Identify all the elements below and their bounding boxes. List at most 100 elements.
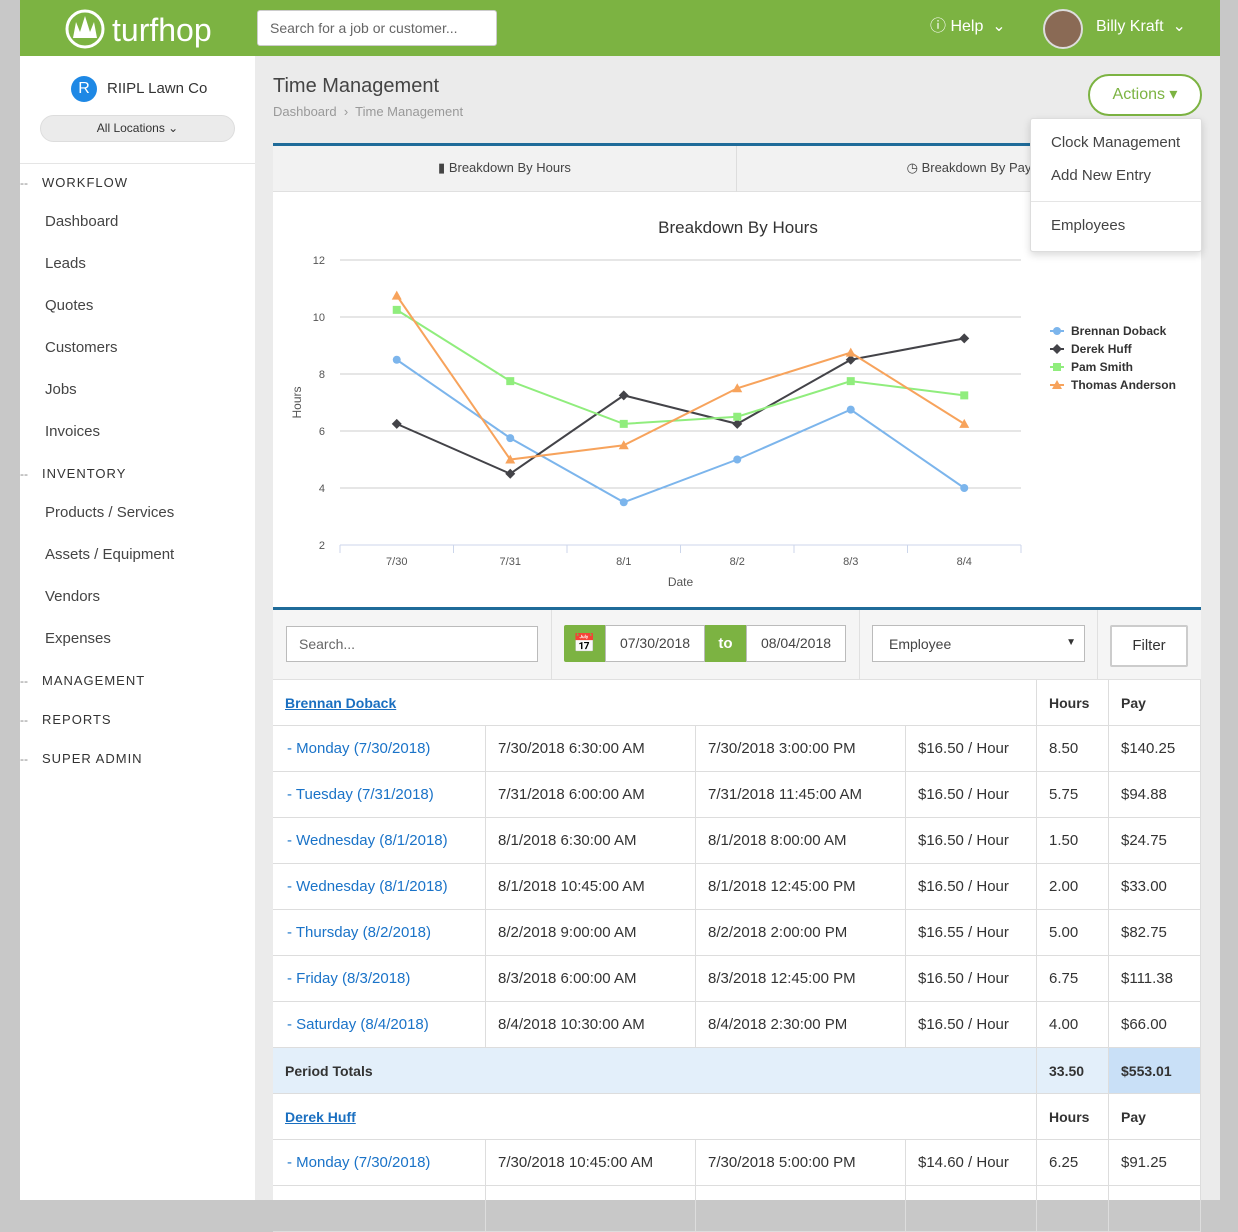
table-cell: 7/30/2018 6:30:00 AM [486,726,696,772]
day-link[interactable]: - Tuesday (7/31/2018) [287,785,434,805]
table-cell [1109,1186,1201,1232]
sidebar-item[interactable]: Leads [45,254,86,274]
avatar[interactable] [1043,9,1083,49]
employee-select[interactable]: Employee▼ [872,625,1085,662]
cell-text: 8/1/2018 8:00:00 AM [708,831,846,851]
totals-hours: 33.50 [1049,1061,1084,1081]
totals-label: Period Totals [285,1061,373,1081]
search-input[interactable]: Search... [286,626,538,662]
legend-marker [1052,344,1062,354]
table-cell: Hours [1037,1094,1109,1140]
calendar-icon[interactable]: 📅 [564,625,605,662]
table-cell: 8/3/2018 12:45:00 PM [696,956,906,1002]
breadcrumb-current: Time Management [355,104,463,119]
day-link[interactable]: - Saturday (8/4/2018) [287,1015,429,1035]
sidebar-item[interactable]: Invoices [45,422,100,442]
date-from[interactable]: 07/30/2018 [605,625,705,662]
time-table: Brennan DobackHoursPay- Monday (7/30/201… [273,680,1201,1200]
table-cell: 6.25 [1037,1140,1109,1186]
table-cell: $24.75 [1109,818,1201,864]
sidebar-item[interactable]: Quotes [45,296,93,316]
divider [20,163,255,164]
y-tick-label: 4 [319,483,325,495]
table-cell: - Monday (7/30/2018) [273,1140,486,1186]
table-cell: 8.50 [1037,726,1109,772]
cell-text: 8/1/2018 10:45:00 AM [498,877,645,897]
day-link[interactable]: - Wednesday (8/1/2018) [287,831,448,851]
table-cell: - Thursday (8/2/2018) [273,910,486,956]
cell-text: $16.50 / Hour [918,831,1009,851]
point [959,419,969,428]
table-cell: 8/4/2018 10:30:00 AM [486,1002,696,1048]
cell-text: $16.50 / Hour [918,1015,1009,1035]
cell-text: $16.50 / Hour [918,739,1009,759]
actions-button[interactable]: Actions ▾ [1088,74,1202,116]
cell-text: $16.55 / Hour [918,923,1009,943]
sidebar-item[interactable]: Vendors [45,587,100,607]
sidebar-item[interactable]: Products / Services [45,503,174,523]
employee-name[interactable]: Derek Huff [285,1107,356,1127]
help-menu[interactable]: ⓘ Help ⌄ [930,17,1006,37]
sidebar-section[interactable]: WORKFLOW [42,173,128,193]
logo[interactable]: turfhop [112,12,212,48]
breadcrumb-link[interactable]: Dashboard [273,104,337,119]
table-cell: 8/1/2018 12:45:00 PM [696,864,906,910]
page-title: Time Management [273,74,439,98]
point [846,348,856,357]
point [620,420,628,428]
sidebar-item[interactable]: Customers [45,338,118,358]
cell-text: 5.75 [1049,785,1078,805]
sidebar-dash: -- [20,710,28,730]
cell-text: 7/30/2018 3:00:00 PM [708,739,856,759]
table-cell: $16.50 / Hour [906,772,1037,818]
table-cell: $16.50 / Hour [906,1002,1037,1048]
employee-text: Employee [889,634,951,654]
menu-item[interactable]: Clock Management [1051,133,1180,153]
cell-text: 7/31/2018 6:00:00 AM [498,785,645,805]
user-menu[interactable]: Billy Kraft ⌄ [1096,17,1186,37]
legend-label: Derek Huff [1071,342,1133,356]
employee-name[interactable]: Brennan Doback [285,693,396,713]
point [506,377,514,385]
day-link[interactable]: - Monday (7/30/2018) [287,739,430,759]
y-tick-label: 10 [313,312,325,324]
sidebar-section[interactable]: MANAGEMENT [42,671,145,691]
sidebar-item[interactable]: Assets / Equipment [45,545,174,565]
table-cell: $553.01 [1109,1048,1201,1094]
search-box[interactable]: Search for a job or customer... [257,10,497,46]
actions-text: Actions [1113,86,1165,103]
cell-text: $16.50 / Hour [918,969,1009,989]
day-link[interactable]: - Wednesday (8/1/2018) [287,877,448,897]
cell-text: 8/4/2018 10:30:00 AM [498,1015,645,1035]
help-text: Help [950,18,983,35]
menu-item[interactable]: Employees [1051,216,1125,236]
legend-label: Pam Smith [1071,360,1133,374]
cell-text: 7/30/2018 5:00:00 PM [708,1153,856,1173]
x-axis-title: Date [668,575,694,589]
sidebar-item[interactable]: Jobs [45,380,77,400]
sidebar-item[interactable]: Dashboard [45,212,118,232]
cell-text: 4.00 [1049,1015,1078,1035]
divider [551,610,552,680]
table-cell: 8/1/2018 6:30:00 AM [486,818,696,864]
location-select[interactable]: All Locations ⌄ [40,115,235,142]
day-link[interactable]: - Monday (7/30/2018) [287,1153,430,1173]
day-link[interactable]: - Friday (8/3/2018) [287,969,410,989]
table-cell: 8/4/2018 2:30:00 PM [696,1002,906,1048]
cell-text: 6.75 [1049,969,1078,989]
table-cell: 33.50 [1037,1048,1109,1094]
sidebar-section[interactable]: SUPER ADMIN [42,749,143,769]
day-link[interactable]: - Thursday (8/2/2018) [287,923,431,943]
tab[interactable]: ▮ Breakdown By Hours [273,158,736,178]
menu-item[interactable]: Add New Entry [1051,166,1151,186]
menu-divider [1031,201,1201,202]
sidebar-section[interactable]: INVENTORY [42,464,126,484]
location-text: All Locations [97,121,165,135]
sidebar-item[interactable]: Expenses [45,629,111,649]
filter-button[interactable]: Filter [1110,625,1188,667]
sidebar-section[interactable]: REPORTS [42,710,112,730]
table-cell: 7/30/2018 10:45:00 AM [486,1140,696,1186]
date-to[interactable]: 08/04/2018 [746,625,846,662]
table-cell [906,1186,1037,1232]
totals-pay: $553.01 [1121,1061,1172,1081]
